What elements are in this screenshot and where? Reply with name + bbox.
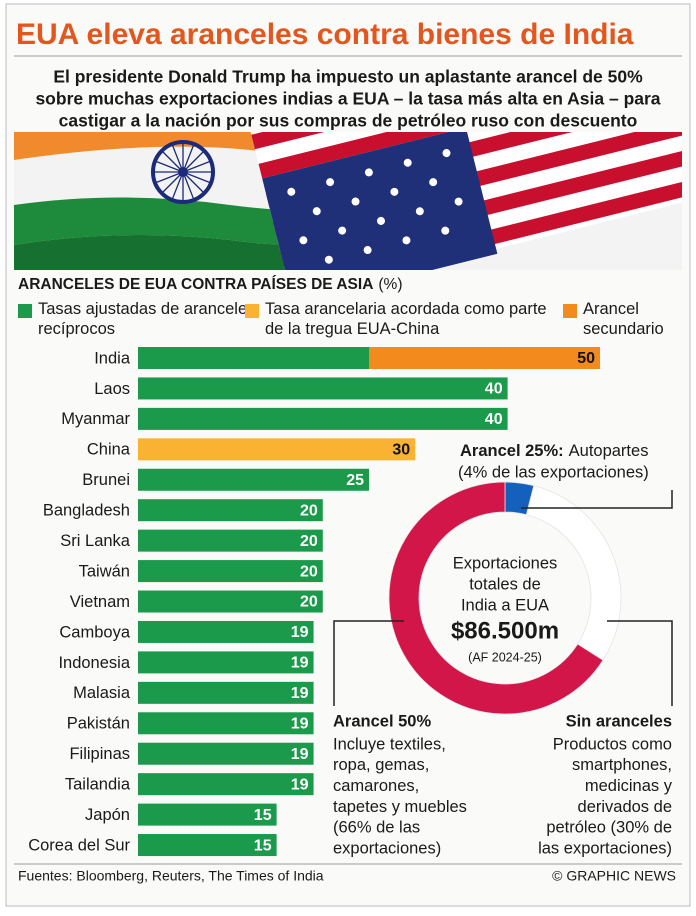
value-label: 30: [392, 442, 410, 459]
value-label: 19: [291, 746, 309, 763]
annotation-text: (66% de las: [333, 819, 420, 837]
annotation-text: exportaciones): [333, 839, 441, 857]
flags-image: [14, 132, 682, 270]
legend-swatch: [18, 304, 32, 318]
value-label: 15: [254, 807, 272, 824]
leader-line: [607, 620, 673, 706]
annotation-text: Productos como: [553, 735, 672, 753]
category-label: China: [87, 441, 131, 459]
annotation-text: (4% de las exportaciones): [458, 463, 649, 481]
category-label: Corea del Sur: [28, 836, 130, 854]
bar-segment: [138, 499, 323, 522]
bar-segment: [138, 773, 314, 796]
annotation-text: Incluye textiles,: [333, 735, 446, 753]
value-label: 19: [291, 776, 309, 793]
annotation-text: medicinas y: [585, 777, 673, 795]
category-label: Pakistán: [67, 715, 130, 733]
category-label: Japón: [85, 806, 130, 824]
annotation-title: Sin aranceles: [566, 712, 672, 730]
leader-line: [521, 490, 673, 509]
subtitle: El presidente Donald Trump ha impuesto u…: [53, 67, 643, 87]
center-text: India a EUA: [461, 596, 549, 614]
category-label: Laos: [94, 380, 130, 398]
bar-segment: [138, 438, 416, 461]
annotation-title: Arancel 50%: [333, 712, 431, 730]
bar-segment: [138, 712, 314, 735]
category-label: Sri Lanka: [60, 532, 131, 550]
value-label: 15: [254, 837, 272, 854]
value-label: 19: [291, 655, 309, 672]
center-text: totales de: [469, 575, 541, 593]
annotation-title: Arancel 25%:: [460, 442, 564, 460]
bar-segment: [138, 407, 508, 430]
category-label: Vietnam: [70, 593, 130, 611]
title: EUA eleva aranceles contra bienes de Ind…: [16, 18, 634, 51]
bar-segment: [138, 681, 314, 704]
annotation-text: las exportaciones): [538, 839, 672, 857]
legend-swatch: [245, 304, 259, 318]
chart-title-text: ARANCELES DE EUA CONTRA PAÍSES DE ASIA: [18, 276, 373, 293]
bar-segment: [138, 560, 323, 583]
value-label: 20: [300, 594, 318, 611]
annotation-text: petróleo (30% de: [546, 819, 672, 837]
annotation: Arancel 25%: Autopartes: [460, 442, 648, 460]
value-label: 50: [577, 350, 595, 367]
bar-segment: [138, 834, 277, 857]
category-label: Tailandia: [65, 776, 131, 794]
chart-unit: (%): [378, 276, 402, 293]
category-label: Taiwán: [79, 562, 130, 580]
category-label: Myanmar: [61, 410, 130, 428]
bar-segment: [138, 590, 323, 613]
value-label: 19: [291, 715, 309, 732]
value-label: 19: [291, 624, 309, 641]
chart-title: ARANCELES DE EUA CONTRA PAÍSES DE ASIA (%…: [18, 276, 403, 293]
category-label: Indonesia: [58, 654, 130, 672]
bar-segment: [138, 742, 314, 765]
legend-label: Tasas ajustadas de aranceles recíprocos: [38, 300, 256, 338]
category-label: Filipinas: [69, 745, 130, 763]
donut-segment: [388, 481, 604, 715]
bar-segment: [369, 347, 600, 369]
legend-swatch: [563, 304, 577, 318]
value-label: 20: [300, 563, 318, 580]
center-value: $86.500m: [451, 617, 559, 644]
category-label: India: [94, 349, 131, 367]
value-label: 40: [485, 381, 503, 398]
legend-label: Arancel secundario: [583, 300, 664, 338]
annotation-text: Autopartes: [569, 442, 649, 460]
center-note: (AF 2024-25): [468, 650, 542, 664]
category-label: Camboya: [59, 623, 130, 641]
bar-segment: [138, 803, 277, 826]
credit: © GRAPHIC NEWS: [552, 868, 676, 884]
category-label: Bangladesh: [43, 502, 130, 520]
sources: Fuentes: Bloomberg, Reuters, The Times o…: [18, 868, 324, 884]
annotation-text: derivados de: [578, 798, 672, 816]
category-label: Brunei: [82, 471, 130, 489]
leader-line: [333, 620, 404, 706]
subtitle: sobre muchas exportaciones indias a EUA …: [35, 89, 660, 109]
bar-segment: [138, 347, 369, 369]
value-label: 19: [291, 685, 309, 702]
bar-segment: [138, 529, 323, 552]
value-label: 20: [300, 502, 318, 519]
center-text: Exportaciones: [453, 554, 558, 572]
bar-segment: [138, 468, 369, 491]
subtitle: castigar a la nación por sus compras de …: [59, 111, 638, 131]
value-label: 20: [300, 533, 318, 550]
bar-segment: [138, 377, 508, 400]
bar-segment: [138, 651, 314, 674]
annotation-text: ropa, gemas,: [333, 756, 429, 774]
bar-segment: [138, 620, 314, 643]
annotation-text: smartphones,: [572, 756, 672, 774]
annotation-text: camarones,: [333, 777, 419, 795]
legend-label: Tasa arancelaria acordada como parte de …: [265, 300, 547, 338]
value-label: 40: [485, 411, 503, 428]
value-label: 25: [346, 472, 364, 489]
annotation-text: tapetes y muebles: [333, 798, 467, 816]
category-label: Malasia: [73, 684, 131, 702]
